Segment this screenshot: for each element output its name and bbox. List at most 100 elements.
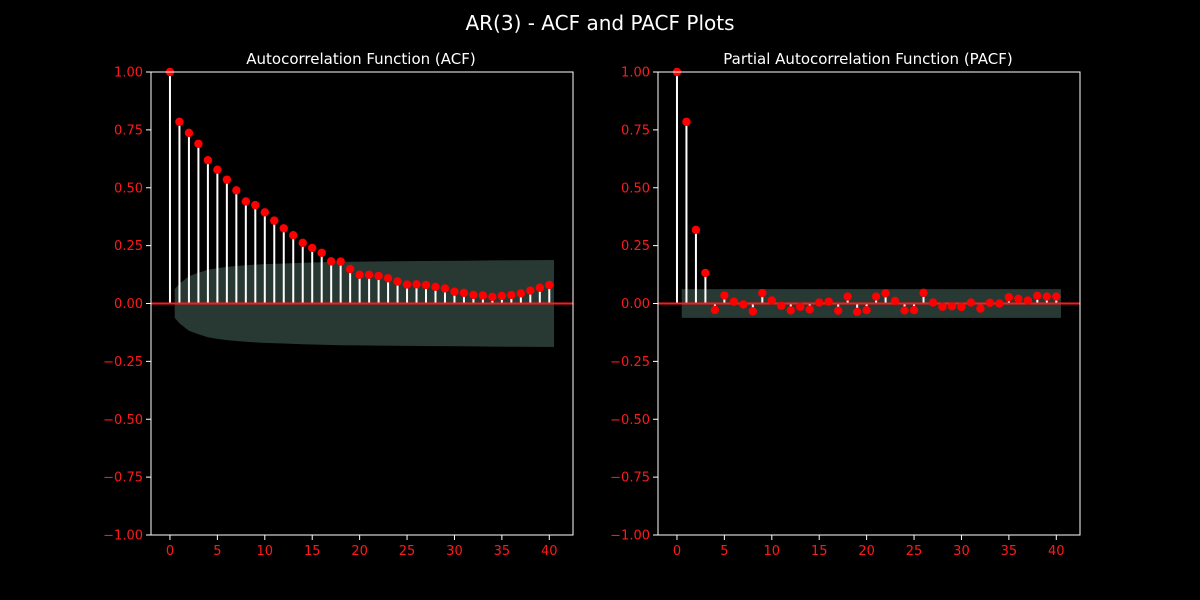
pacf-panel: Partial Autocorrelation Function (PACF) … <box>610 50 1081 559</box>
pacf-marker <box>919 288 928 298</box>
pacf-marker <box>815 298 824 307</box>
pacf-xtick-label: 5 <box>720 544 728 559</box>
pacf-xtick-label: 25 <box>906 544 923 559</box>
acf-marker <box>355 270 364 279</box>
acf-xtick-label: 20 <box>351 544 368 559</box>
acf-marker <box>383 274 393 283</box>
pacf-marker <box>1042 292 1052 301</box>
pacf-marker <box>966 298 976 307</box>
acf-marker <box>222 175 232 184</box>
pacf-marker <box>1014 294 1023 304</box>
acf-marker <box>535 283 545 292</box>
acf-marker <box>251 200 260 210</box>
acf-ytick-label: −0.25 <box>103 355 143 370</box>
acf-marker <box>450 287 459 296</box>
acf-marker <box>279 224 288 233</box>
pacf-marker <box>786 306 795 315</box>
pacf-ytick-label: −1.00 <box>610 529 650 544</box>
acf-marker <box>364 270 374 279</box>
acf-panel: Autocorrelation Function (ACF) 0 5 10 15 20 2… <box>103 50 574 559</box>
acf-xtick-label: 40 <box>541 544 558 559</box>
pacf-marker <box>758 288 767 298</box>
acf-marker <box>469 290 478 300</box>
pacf-marker <box>748 307 758 316</box>
pacf-xtick-label: 15 <box>811 544 828 559</box>
pacf-marker <box>1023 296 1033 305</box>
acf-ytick-label: −1.00 <box>103 529 143 544</box>
pacf-ytick-label: −0.75 <box>610 471 650 486</box>
acf-ytick-label: −0.75 <box>103 471 143 486</box>
acf-marker <box>289 231 298 240</box>
acf-marker <box>308 243 317 253</box>
acf-marker <box>374 271 383 281</box>
pacf-marker <box>881 289 890 298</box>
acf-ytick-label: 0.00 <box>114 297 143 312</box>
acf-marker <box>336 257 345 266</box>
pacf-marker <box>909 306 919 315</box>
pacf-title: Partial Autocorrelation Function (PACF) <box>723 50 1012 68</box>
pacf-xtick-label: 20 <box>858 544 875 559</box>
pacf-marker <box>682 117 691 126</box>
pacf-marker <box>824 297 833 306</box>
acf-marker <box>402 280 412 289</box>
pacf-marker <box>957 302 966 312</box>
pacf-marker <box>710 305 720 315</box>
pacf-marker <box>995 299 1004 308</box>
acf-xtick-label: 30 <box>446 544 463 559</box>
acf-marker <box>326 257 336 266</box>
acf-xtick-label: 25 <box>399 544 416 559</box>
acf-marker <box>345 264 355 274</box>
figure-title: AR(3) - ACF and PACF Plots <box>465 11 734 35</box>
pacf-marker <box>777 301 786 311</box>
acf-marker <box>184 128 194 138</box>
acf-marker <box>298 238 307 248</box>
pacf-marker <box>767 296 776 305</box>
pacf-ytick-label: 0.25 <box>621 239 650 254</box>
acf-xtick-label: 10 <box>257 544 274 559</box>
pacf-marker <box>852 307 862 317</box>
acf-xtick-label: 0 <box>166 544 174 559</box>
pacf-ytick-label: 0.50 <box>621 181 650 196</box>
acf-marker <box>175 117 184 126</box>
acf-marker <box>431 282 440 292</box>
acf-marker <box>478 291 488 300</box>
pacf-ytick-label: −0.50 <box>610 413 650 428</box>
acf-marker <box>440 284 450 293</box>
acf-xtick-label: 15 <box>304 544 321 559</box>
pacf-marker <box>947 302 957 311</box>
pacf-ytick-label: 0.00 <box>621 297 650 312</box>
pacf-marker <box>701 268 710 278</box>
acf-ytick-label: 1.00 <box>114 66 143 81</box>
pacf-marker <box>890 296 900 306</box>
acf-ytick-label: 0.50 <box>114 181 143 196</box>
pacf-marker <box>720 291 729 300</box>
pacf-marker <box>729 297 739 306</box>
pacf-marker <box>805 305 814 314</box>
pacf-marker <box>691 225 701 235</box>
pacf-ytick-label: −0.25 <box>610 355 650 370</box>
acf-xtick-label: 5 <box>213 544 221 559</box>
pacf-marker <box>739 300 748 309</box>
acf-marker <box>241 197 251 206</box>
pacf-marker <box>1052 292 1061 301</box>
pacf-marker <box>862 306 871 315</box>
pacf-xtick-label: 35 <box>1001 544 1018 559</box>
pacf-marker <box>1004 293 1014 302</box>
acf-marker <box>203 156 213 165</box>
acf-marker <box>412 280 421 289</box>
acf-marker <box>421 280 431 290</box>
pacf-ytick-label: 0.75 <box>621 123 650 138</box>
acf-marker <box>516 289 526 298</box>
acf-marker <box>270 216 279 225</box>
acf-ytick-label: 0.25 <box>114 239 143 254</box>
pacf-ytick-label: 1.00 <box>621 66 650 81</box>
pacf-marker <box>833 306 843 315</box>
pacf-marker <box>1033 291 1042 301</box>
acf-marker <box>194 139 203 148</box>
pacf-xtick-label: 10 <box>764 544 781 559</box>
acf-xtick-label: 35 <box>494 544 511 559</box>
acf-marker <box>497 291 507 301</box>
pacf-marker <box>871 292 881 301</box>
pacf-marker <box>928 298 938 307</box>
